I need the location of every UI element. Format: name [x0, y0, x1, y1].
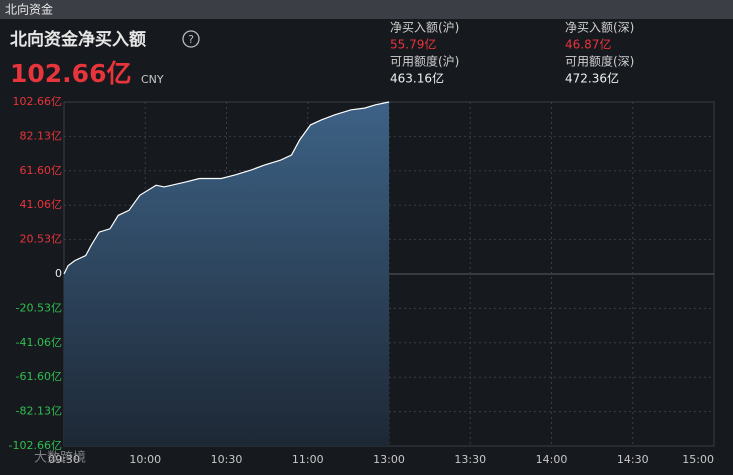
stat-value: 55.79亿: [390, 37, 436, 52]
stat-value: 472.36亿: [565, 71, 619, 86]
help-icon[interactable]: [182, 30, 200, 48]
currency: CNY: [141, 73, 164, 86]
x-tick-label: 09:30: [48, 453, 80, 466]
x-tick-label: 13:00: [373, 453, 405, 466]
stat-value: 46.87亿: [565, 37, 611, 52]
y-tick-label: -82.13亿: [16, 405, 62, 418]
total-value: 102.66亿: [10, 59, 131, 88]
stat-label: 可用额度(深): [565, 54, 634, 69]
y-tick-label: 20.53亿: [20, 233, 63, 246]
plot: 102.66亿 82.13亿 61.60亿 41.06亿 20.53亿 0 -20.53亿 -…: [9, 95, 715, 466]
window-title: 北向资金: [5, 2, 53, 17]
x-tick-label: 10:30: [211, 453, 243, 466]
y-tick-label: -41.06亿: [16, 336, 62, 349]
y-tick-label: -102.66亿: [9, 439, 62, 452]
x-tick-label: 10:00: [129, 453, 161, 466]
panel-title: 北向资金净买入额: [10, 29, 146, 50]
y-tick-label: 41.06亿: [20, 198, 63, 211]
x-tick-label: 11:00: [292, 453, 324, 466]
y-tick-label: 61.60亿: [20, 164, 63, 177]
y-tick-label: 0: [55, 267, 62, 280]
y-tick-label: 102.66亿: [13, 95, 63, 108]
y-tick-label: 82.13亿: [20, 129, 63, 142]
stat-value: 463.16亿: [390, 71, 444, 86]
area: [64, 102, 389, 446]
y-tick-label: -61.60亿: [16, 370, 62, 383]
help-mark: ?: [188, 33, 194, 46]
x-tick-label: 14:00: [536, 453, 568, 466]
x-tick-label: 14:30: [617, 453, 649, 466]
line: [63, 101, 390, 275]
watermark: 大数跨境: [34, 451, 86, 466]
y-tick-label: -20.53亿: [16, 301, 62, 314]
stat-label: 可用额度(沪): [390, 54, 459, 69]
x-tick-label: 13:30: [454, 453, 486, 466]
x-tick-label: 15:00: [682, 453, 714, 466]
stat-label: 净买入额(深): [565, 21, 634, 35]
stat-label: 净买入额(沪): [390, 21, 459, 35]
title-bar: [0, 0, 733, 19]
